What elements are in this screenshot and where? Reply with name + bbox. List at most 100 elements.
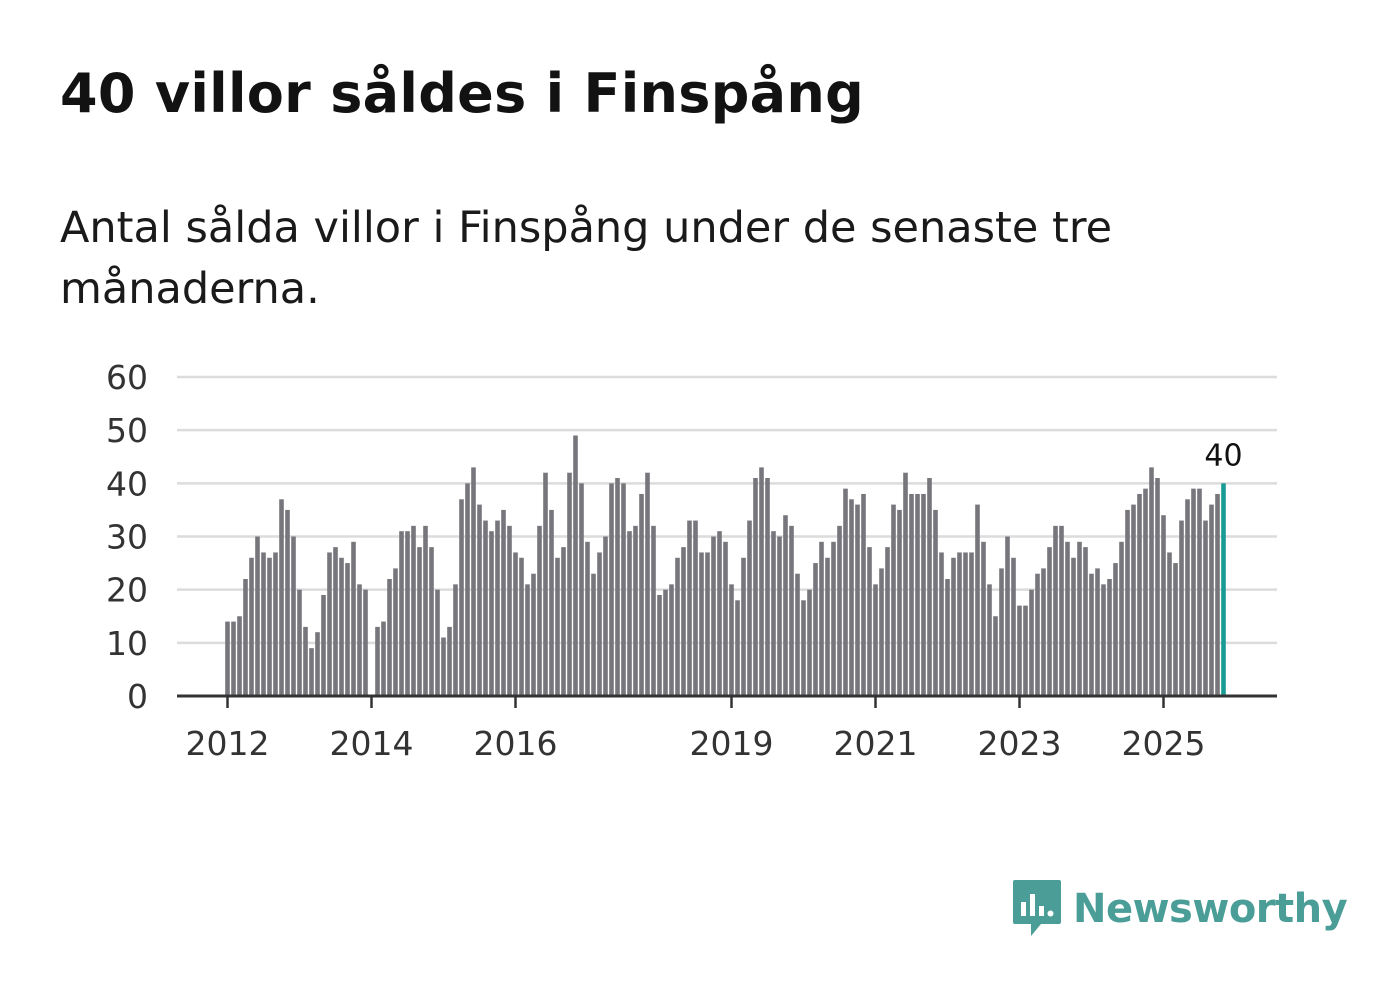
bar	[735, 600, 740, 696]
bar	[267, 557, 272, 696]
bar	[1167, 552, 1172, 696]
bar	[993, 616, 998, 696]
bar	[651, 525, 656, 696]
bar	[513, 552, 518, 696]
bar	[231, 621, 236, 696]
chart-subtitle: Antal sålda villor i Finspång under de s…	[60, 203, 1113, 314]
bar	[885, 547, 890, 696]
bar	[831, 541, 836, 696]
bar	[585, 541, 590, 696]
bar	[375, 626, 380, 696]
last-value-label: 40	[1204, 438, 1242, 473]
x-tick-label: 2019	[690, 724, 774, 763]
bar	[537, 525, 542, 696]
bar	[861, 493, 866, 696]
bar	[363, 589, 368, 696]
bar	[429, 547, 434, 696]
bar	[597, 552, 602, 696]
bars	[225, 435, 1226, 696]
bar	[1149, 467, 1154, 696]
bar	[345, 563, 350, 696]
bar	[225, 621, 230, 696]
bar	[1161, 515, 1166, 696]
bar	[951, 557, 956, 696]
bar	[909, 493, 914, 696]
bar	[579, 483, 584, 696]
bar	[789, 525, 794, 696]
bar	[1047, 547, 1052, 696]
bar	[849, 499, 854, 696]
bar	[399, 531, 404, 696]
bar	[867, 547, 872, 696]
y-tick-label: 20	[106, 571, 148, 610]
bar	[657, 594, 662, 696]
bar	[237, 616, 242, 696]
bar	[447, 626, 452, 696]
bar	[261, 552, 266, 696]
bar	[327, 552, 332, 696]
bar	[273, 552, 278, 696]
bar	[1059, 525, 1064, 696]
bar	[615, 478, 620, 696]
bar	[783, 515, 788, 696]
y-tick-label: 50	[106, 411, 148, 450]
bar	[1119, 541, 1124, 696]
bar	[1125, 509, 1130, 696]
y-tick-label: 30	[106, 518, 148, 557]
bar	[837, 525, 842, 696]
bar	[639, 493, 644, 696]
bar	[591, 573, 596, 696]
bar	[489, 531, 494, 696]
bar	[1131, 504, 1136, 696]
bar	[1155, 478, 1160, 696]
brand-name: Newsworthy	[1073, 886, 1348, 932]
bar	[645, 472, 650, 696]
bar	[1011, 557, 1016, 696]
bar	[1197, 488, 1202, 696]
bar	[999, 568, 1004, 696]
bar	[333, 547, 338, 696]
bar	[1179, 520, 1184, 696]
bar	[1101, 584, 1106, 696]
bar	[987, 584, 992, 696]
bar	[393, 568, 398, 696]
bar	[939, 552, 944, 696]
bar	[291, 536, 296, 696]
bar	[927, 478, 932, 696]
x-tick-label: 2023	[978, 724, 1062, 763]
bar	[387, 579, 392, 696]
bar	[567, 472, 572, 696]
bar	[669, 584, 674, 696]
bar	[1077, 541, 1082, 696]
bar	[279, 499, 284, 696]
bar	[729, 584, 734, 696]
bar	[561, 547, 566, 696]
bar	[711, 536, 716, 696]
bar	[807, 589, 812, 696]
bar	[495, 520, 500, 696]
bar	[453, 584, 458, 696]
bar	[795, 573, 800, 696]
bar	[525, 584, 530, 696]
bar	[813, 563, 818, 696]
bar	[519, 557, 524, 696]
x-tick-label: 2014	[330, 724, 414, 763]
bar	[285, 509, 290, 696]
bar	[903, 472, 908, 696]
bar	[1083, 547, 1088, 696]
bar	[315, 632, 320, 696]
x-tick-label: 2021	[834, 724, 918, 763]
bar	[255, 536, 260, 696]
bar	[633, 525, 638, 696]
bar	[381, 621, 386, 696]
bar	[699, 552, 704, 696]
bar	[531, 573, 536, 696]
bar	[933, 509, 938, 696]
x-tick-label: 2025	[1122, 724, 1206, 763]
bar	[975, 504, 980, 696]
bar	[891, 504, 896, 696]
bar	[1065, 541, 1070, 696]
bar	[957, 552, 962, 696]
bar	[1005, 536, 1010, 696]
bar	[855, 504, 860, 696]
